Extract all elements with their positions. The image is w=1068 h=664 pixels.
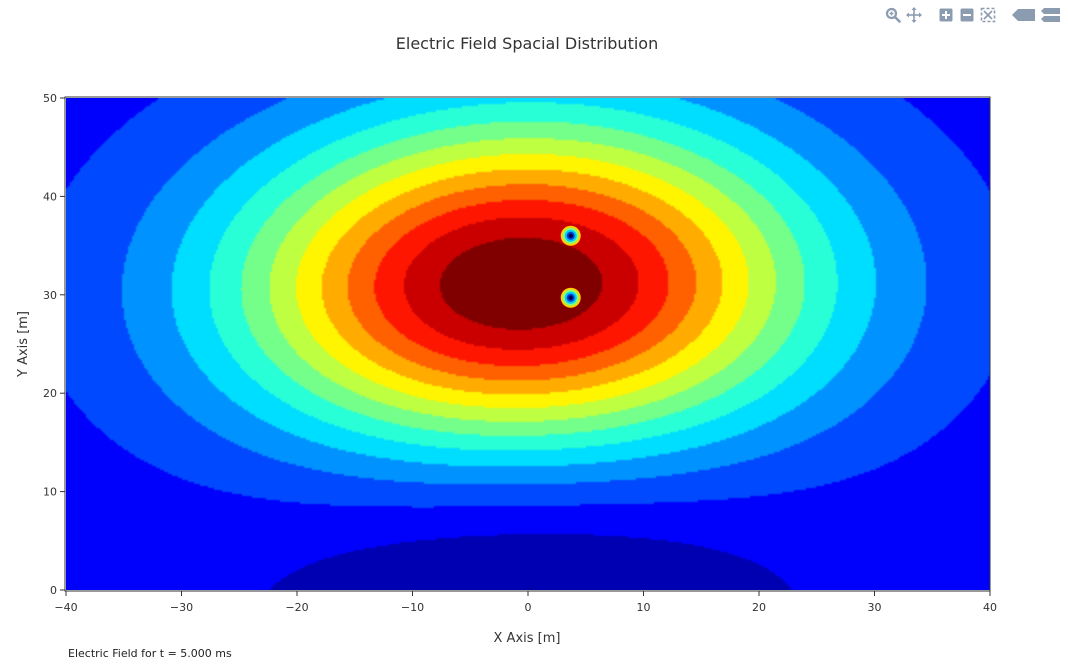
zoom-out-button[interactable]: [958, 6, 976, 24]
zoom-in-icon: [939, 8, 953, 22]
x-tick-label: −40: [54, 601, 77, 614]
y-tick-label: 10: [43, 486, 57, 499]
y-tick-label: 30: [43, 289, 57, 302]
hover-compare-icon: [1041, 8, 1060, 22]
x-tick-label: 10: [637, 601, 651, 614]
x-tick-label: 20: [752, 601, 766, 614]
y-tick-label: 0: [50, 584, 57, 597]
hover-closest-button[interactable]: [1011, 6, 1037, 24]
x-tick-label: −30: [170, 601, 193, 614]
autoscale-icon: [980, 7, 996, 23]
zoom-icon: [885, 7, 901, 23]
zoom-out-icon: [960, 8, 974, 22]
field-singularity: [568, 233, 573, 238]
x-tick-label: 0: [525, 601, 532, 614]
hover-compare-button[interactable]: [1040, 6, 1062, 24]
x-axis-label: X Axis [m]: [494, 631, 561, 646]
x-tick-label: −10: [401, 601, 424, 614]
pan-icon: [906, 7, 922, 23]
modebar: [874, 6, 1062, 24]
hover-closest-icon: [1012, 9, 1035, 21]
y-tick-label: 50: [43, 92, 57, 105]
y-tick-label: 20: [43, 387, 57, 400]
x-tick-label: 40: [983, 601, 997, 614]
footnote: Electric Field for t = 5.000 ms: [68, 647, 232, 660]
x-axis: −40 −30 −20 −10 0 10 20 30 40: [54, 591, 997, 614]
x-tick-label: −20: [285, 601, 308, 614]
field-singularity: [568, 295, 573, 300]
zoom-button[interactable]: [884, 6, 902, 24]
heatmap-image: [66, 98, 990, 590]
y-axis-label: Y Axis [m]: [16, 311, 31, 378]
autoscale-button[interactable]: [979, 6, 997, 24]
zoom-in-button[interactable]: [937, 6, 955, 24]
plot-area[interactable]: [64, 96, 991, 592]
chart-title: Electric Field Spacial Distribution: [396, 34, 658, 53]
y-axis: 0 10 20 30 40 50: [43, 92, 65, 597]
pan-button[interactable]: [905, 6, 923, 24]
singularity-layer: [560, 225, 581, 308]
y-tick-label: 40: [43, 190, 57, 203]
x-tick-label: 30: [868, 601, 882, 614]
